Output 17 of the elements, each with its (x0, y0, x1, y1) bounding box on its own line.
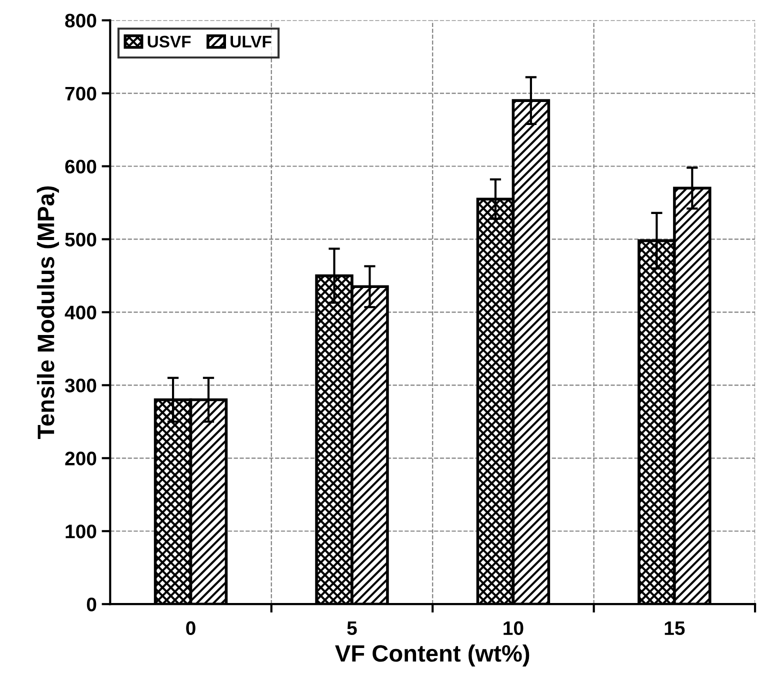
y-tick-label: 0 (86, 598, 96, 612)
y-tick-label: 400 (64, 306, 96, 320)
y-tick-label: 300 (64, 378, 96, 392)
y-tick-label: 800 (65, 14, 96, 28)
x-axis-title: VF Content (wt%) (335, 644, 530, 666)
y-tick-label: 600 (65, 160, 96, 174)
legend-label: USVF (148, 36, 191, 48)
y-tick-label: 500 (65, 232, 96, 246)
y-tick-label: 200 (65, 452, 96, 466)
x-tick-label: 5 (347, 621, 357, 636)
y-tick-label: 100 (66, 524, 96, 538)
y-tick-label: 700 (65, 86, 96, 101)
x-tick-label: 0 (186, 621, 196, 636)
legend-label: ULVF (230, 36, 272, 48)
y-axis-title: Tensile Modulus (MPa) (36, 186, 59, 439)
x-tick-label: 10 (504, 621, 524, 636)
x-tick-label: 15 (664, 621, 685, 636)
